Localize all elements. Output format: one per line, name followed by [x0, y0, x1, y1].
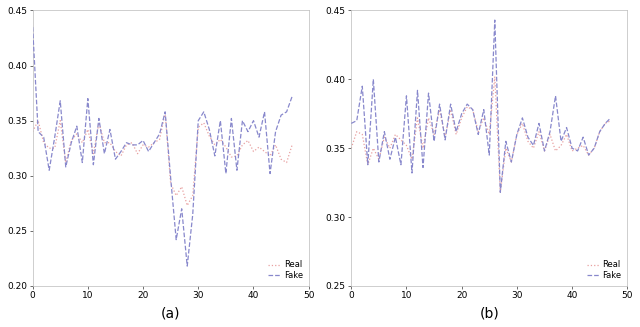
Legend: Real, Fake: Real, Fake: [583, 257, 625, 284]
Legend: Real, Fake: Real, Fake: [264, 257, 306, 284]
X-axis label: (b): (b): [479, 306, 499, 320]
X-axis label: (a): (a): [161, 306, 180, 320]
